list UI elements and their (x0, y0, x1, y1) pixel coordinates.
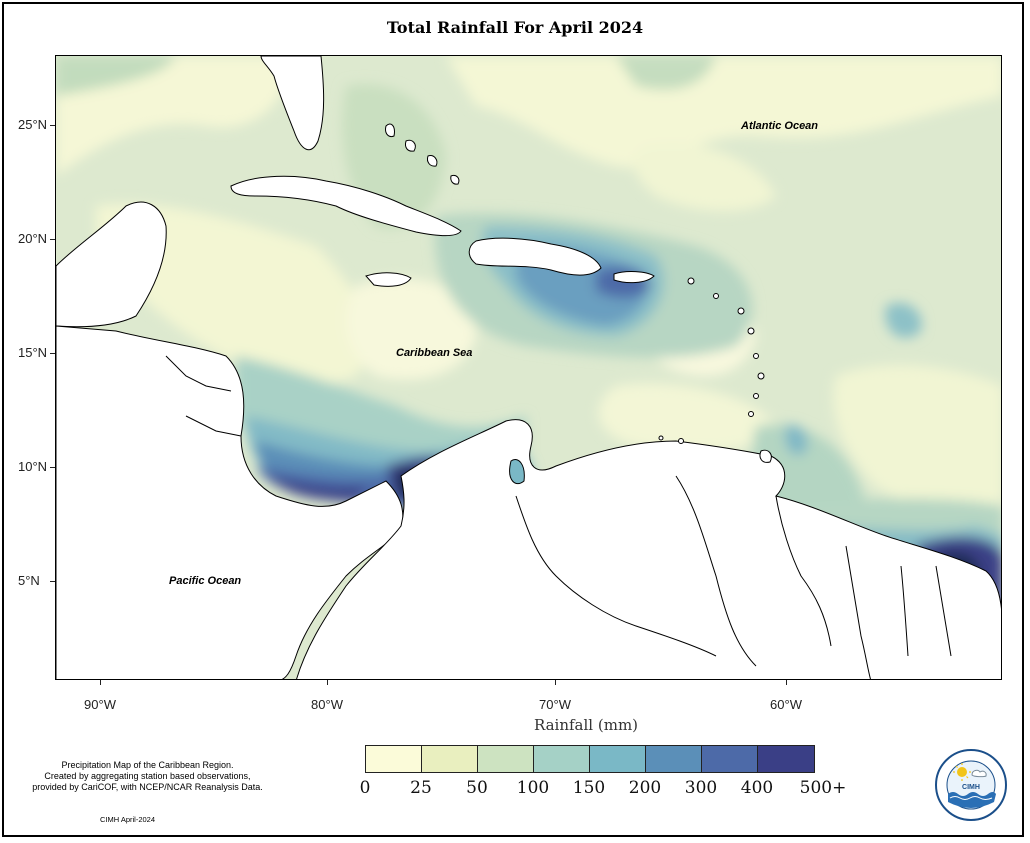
legend-swatch-0-25 (366, 746, 422, 772)
legend-label: 25 (410, 778, 432, 798)
lat-label-5n: 5°N (18, 573, 40, 588)
lat-label-15n: 15°N (18, 345, 48, 360)
logo-text: CIMH (962, 784, 980, 791)
lon-label-60w: 60°W (770, 697, 802, 712)
legend-label: 50 (466, 778, 488, 798)
legend-label: 300 (684, 778, 718, 798)
legend-label: 100 (516, 778, 550, 798)
lon-label-80w: 80°W (311, 697, 343, 712)
legend-swatch-200-300 (646, 746, 702, 772)
rainfall-contours (56, 56, 1001, 679)
map-description: Precipitation Map of the Caribbean Regio… (5, 760, 290, 793)
lat-label-25n: 25°N (18, 117, 48, 132)
color-legend (365, 745, 815, 773)
lon-tick (555, 680, 556, 685)
credit-text: CIMH April-2024 (100, 815, 156, 824)
legend-swatch-300-400 (702, 746, 758, 772)
lat-tick (50, 125, 55, 126)
lon-label-90w: 90°W (84, 697, 116, 712)
legend-swatch-50-100 (478, 746, 534, 772)
legend-swatch-25-50 (422, 746, 478, 772)
lat-tick (50, 353, 55, 354)
lat-label-20n: 20°N (18, 231, 48, 246)
lat-tick (50, 467, 55, 468)
caribbean-sea-label: Caribbean Sea (396, 347, 473, 359)
land-masses (56, 56, 1001, 679)
lon-tick (327, 680, 328, 685)
legend-label: 200 (628, 778, 662, 798)
lat-tick (50, 239, 55, 240)
legend-label: 400 (740, 778, 774, 798)
lon-label-70w: 70°W (539, 697, 571, 712)
legend-swatch-400-500 (758, 746, 814, 772)
legend-label: 0 (359, 778, 371, 798)
note-line: provided by CariCOF, with NCEP/NCAR Rean… (32, 782, 263, 792)
atlantic-ocean-label: Atlantic Ocean (741, 120, 819, 132)
legend-label: 150 (572, 778, 606, 798)
lat-tick (50, 581, 55, 582)
legend-label: 500+ (799, 778, 847, 798)
rainfall-map-canvas (56, 56, 1001, 679)
map-title: Total Rainfall For April 2024 (386, 18, 644, 37)
lon-tick (786, 680, 787, 685)
rainfall-axis-title: Rainfall (mm) (533, 716, 639, 734)
lon-tick (100, 680, 101, 685)
legend-swatch-150-200 (590, 746, 646, 772)
note-line: Precipitation Map of the Caribbean Regio… (61, 760, 234, 770)
lat-label-10n: 10°N (18, 459, 48, 474)
legend-swatch-100-150 (534, 746, 590, 772)
pacific-ocean-label: Pacific Ocean (169, 575, 242, 587)
cimh-logo-icon: CIMH (935, 749, 1007, 821)
note-line: Created by aggregating station based obs… (44, 771, 251, 781)
rainfall-map: Atlantic Ocean Caribbean Sea Pacific Oce… (55, 55, 1002, 680)
